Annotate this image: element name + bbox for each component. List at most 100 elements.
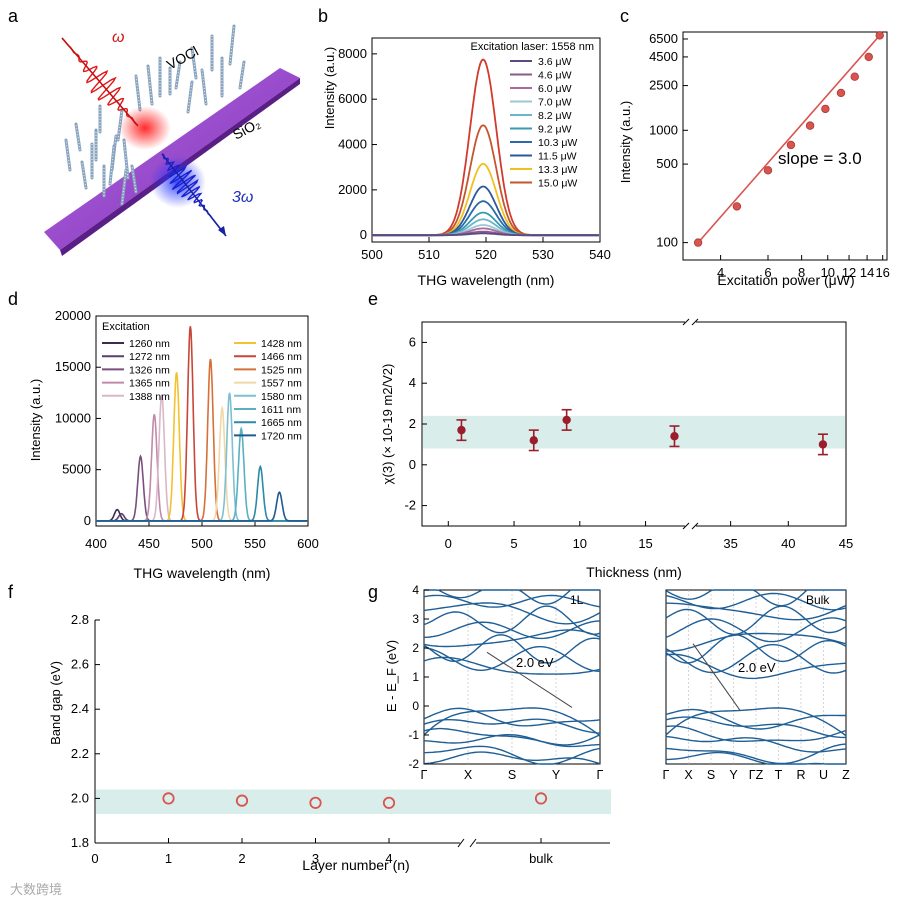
- panel-b-xtick-label: 540: [589, 247, 611, 262]
- panel-b-ylabel: Intensity (a.u.): [322, 47, 337, 129]
- panel-d-xtick-label: 450: [138, 536, 160, 551]
- panel-c-ytick-label: 2500: [649, 78, 678, 93]
- panel-d-xlabel: THG wavelength (nm): [134, 565, 271, 581]
- panel-c-xtick-label: 8: [798, 265, 805, 280]
- panel-d-xtick-label: 550: [244, 536, 266, 551]
- panel-e-ylabel: χ(3) (× 10-19 m2/V2): [380, 364, 395, 485]
- panel-b-legend-label: 15.0 μW: [538, 178, 577, 190]
- panel-label-e: e: [368, 289, 378, 309]
- panel-f-ylabel: Band gap (eV): [48, 661, 63, 745]
- kpoint-label: Γ: [421, 768, 428, 782]
- panel-e-point: [529, 436, 538, 445]
- panel-c-annotation: slope = 3.0: [778, 149, 862, 168]
- panel-e-points: [456, 408, 828, 456]
- panel-g-ylabel: E - E_F (eV): [384, 640, 399, 712]
- panel-b-xtick-label: 520: [475, 247, 497, 262]
- valence-band: [423, 727, 601, 746]
- panel-f-ytick-label: 2.2: [71, 746, 89, 761]
- panel-f-point: [309, 796, 322, 809]
- kpoint-label: Γ: [597, 768, 604, 782]
- panel-c-fit-line: [697, 34, 881, 244]
- mono-ytick-label: 2: [412, 641, 419, 655]
- conduction-band: [665, 592, 847, 611]
- conduction-band: [665, 634, 847, 664]
- blue-arrow-head: [218, 226, 226, 236]
- kpoint-label: X: [464, 768, 473, 782]
- panel-b-legend-label: 8.2 μW: [538, 110, 572, 122]
- panel-c-frame: [682, 31, 888, 261]
- panel-c-point: [732, 202, 742, 211]
- panel-label-f: f: [8, 582, 14, 602]
- panel-f-ytick-label: 2.8: [71, 612, 89, 627]
- mono-gap-label: 2.0 eV: [516, 655, 554, 670]
- kpoint-label: T: [775, 768, 783, 782]
- conduction-band: [423, 602, 601, 625]
- panel-c-point: [864, 52, 873, 62]
- panel-c-point: [875, 31, 884, 40]
- panel-d-legend-label: 1557 nm: [261, 378, 302, 390]
- panel-e-xtick-label: 45: [839, 536, 853, 551]
- panel-d-curve: [96, 454, 308, 522]
- valence-band: [666, 751, 846, 765]
- valence-band: [665, 708, 846, 730]
- valence-band: [665, 716, 846, 739]
- panel-d-curves: [96, 326, 308, 522]
- conduction-band: [665, 617, 847, 643]
- panel-d-ylabel: Intensity (a.u.): [28, 379, 43, 461]
- panel-e-break-mark: [682, 522, 690, 530]
- panel-d-xtick-label: 500: [191, 536, 213, 551]
- panel-e-xtick-label: 15: [638, 536, 652, 551]
- conduction-band: [665, 589, 846, 607]
- voci-flake-highlight: [109, 145, 115, 185]
- panel-b-legend-label: 7.0 μW: [538, 97, 572, 109]
- valence-band: [423, 707, 601, 727]
- panel-c-point: [850, 72, 859, 81]
- panel-f-ytick-label: 1.8: [71, 835, 89, 850]
- panel-b-legend-label: 3.6 μW: [538, 56, 572, 68]
- voci-flake-highlight: [123, 139, 129, 179]
- panel-e-ytick-label: 0: [409, 457, 416, 472]
- panel-b-legend-label: 10.3 μW: [538, 137, 577, 149]
- panel-c-point: [821, 104, 830, 114]
- voci-flakes: [64, 24, 246, 206]
- panel-f-xtick-label: 4: [385, 851, 392, 866]
- mono-ytick-label: -1: [408, 728, 419, 742]
- panel-c-point: [763, 166, 773, 175]
- voci-flake: [146, 64, 154, 106]
- panel-e-break-mask: [685, 523, 696, 529]
- panel-c-axes: 4 6 8 10 12 14 16 100 500 1000 2500 4500 6500: [649, 31, 890, 280]
- panel-e-break-mark: [682, 318, 690, 326]
- voci-flake-highlight: [81, 161, 87, 189]
- kpoint-label: S: [707, 768, 715, 782]
- omega-label: ω: [112, 29, 124, 46]
- panel-e-break-mask: [685, 319, 696, 325]
- panel-f-point: [534, 792, 548, 805]
- voci-flake: [228, 24, 236, 66]
- mono-yticks: 4 3 2 1 0 -1 -2: [408, 583, 429, 771]
- conduction-band: [665, 644, 847, 674]
- panel-d-legend-label: 1466 nm: [261, 351, 302, 363]
- conduction-band: [665, 653, 847, 680]
- panel-c-point: [693, 238, 703, 247]
- panel-d-legend-label: 1428 nm: [261, 338, 302, 350]
- panel-b-xtick-label: 500: [361, 247, 383, 262]
- panel-d-legend-title: Excitation: [102, 321, 150, 333]
- voci-flake-highlight: [229, 25, 235, 65]
- bulk-kpoint-labels: Γ X S Y ΓZ T R U Z: [663, 768, 851, 782]
- voci-flake-highlight: [187, 81, 193, 113]
- valence-band: [665, 743, 847, 765]
- panel-f-ytick-label: 2.0: [71, 790, 89, 805]
- panel-e-ytick-label: 2: [409, 416, 416, 431]
- panel-f-xtick-label: 3: [312, 851, 319, 866]
- panel-d-ytick-label: 5000: [62, 462, 91, 477]
- voci-flake-highlight: [175, 61, 181, 89]
- panel-d-xtick-label: 400: [85, 536, 107, 551]
- panel-c-point: [805, 121, 815, 130]
- panel-c-ytick-label: 1000: [649, 122, 678, 137]
- panel-b-legend-label: 9.2 μW: [538, 124, 572, 136]
- voci-flake-highlight: [239, 61, 245, 89]
- panel-f-axes: 0 1 2 3 4 bulk 1.8 2.0 2.2 2.4 2.6 2.8: [71, 612, 610, 866]
- panel-b-ytick-label: 8000: [338, 46, 367, 61]
